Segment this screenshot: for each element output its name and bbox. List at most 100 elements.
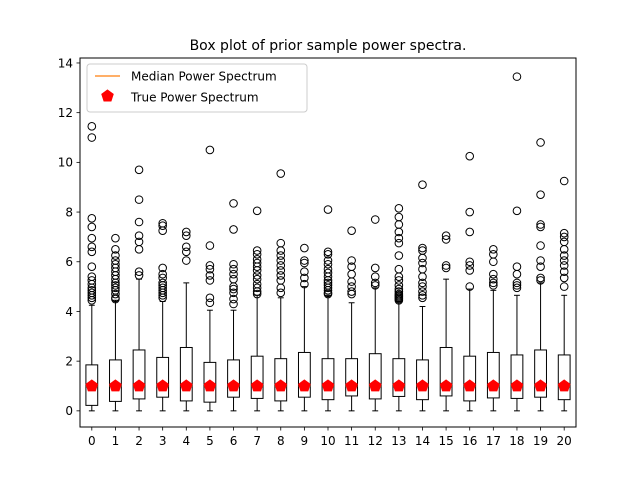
flier-point <box>111 256 120 265</box>
flier-point <box>87 288 97 298</box>
flier-point <box>418 282 427 291</box>
box-iqr <box>416 359 429 401</box>
box-group-6 <box>227 199 240 412</box>
legend-true-marker <box>101 89 114 102</box>
flier-point <box>347 226 356 235</box>
flier-point <box>181 247 191 257</box>
y-tick-label: 2 <box>65 354 73 368</box>
flier-point <box>229 225 238 234</box>
flier-point <box>559 251 569 260</box>
flier-point <box>323 256 333 265</box>
true-spectrum-marker <box>298 379 311 392</box>
box-iqr <box>368 353 382 400</box>
flier-point <box>489 278 498 288</box>
flier-point <box>323 278 333 288</box>
flier-point <box>229 274 238 284</box>
flier-point <box>441 261 451 270</box>
true-spectrum-marker <box>487 379 500 392</box>
box-iqr <box>109 359 122 402</box>
x-tick-label: 18 <box>509 434 524 448</box>
box-iqr <box>510 354 524 399</box>
flier-point <box>229 299 238 309</box>
x-tick-label: 20 <box>557 434 572 448</box>
flier-point <box>252 283 262 293</box>
flier-point <box>418 246 427 255</box>
box-iqr <box>534 349 547 398</box>
box-iqr <box>179 346 193 402</box>
flier-point <box>418 243 427 253</box>
x-tick-label: 16 <box>462 434 477 448</box>
true-spectrum-marker <box>227 379 240 392</box>
flier-point <box>465 261 475 270</box>
flier-point <box>134 217 144 227</box>
flier-point <box>536 273 545 283</box>
x-tick-label: 11 <box>344 434 359 448</box>
box-iqr <box>345 358 359 397</box>
flier-point <box>111 245 120 254</box>
flier-point <box>465 282 475 291</box>
flier-point <box>205 293 215 303</box>
flier-point <box>158 221 167 231</box>
flier-point <box>134 267 144 276</box>
flier-point <box>205 145 215 155</box>
true-spectrum-marker <box>439 379 453 392</box>
x-tick-label: 1 <box>112 434 120 448</box>
box-group-2 <box>132 165 146 412</box>
flier-point <box>323 281 333 290</box>
box-iqr <box>439 346 453 397</box>
true-spectrum-marker <box>179 379 193 392</box>
flier-point <box>394 281 404 290</box>
flier-point <box>87 133 97 142</box>
box-group-3 <box>156 218 170 412</box>
flier-point <box>418 258 427 268</box>
box-iqr <box>250 355 264 399</box>
flier-point <box>465 151 475 161</box>
true-spectrum-marker <box>345 379 358 392</box>
flier-point <box>252 274 262 284</box>
flier-point <box>205 271 215 280</box>
flier-point <box>205 261 215 270</box>
flier-point <box>205 298 215 308</box>
flier-point <box>489 274 498 284</box>
flier-point <box>205 241 215 250</box>
legend-frame <box>86 63 308 113</box>
flier-point <box>465 266 475 275</box>
flier-point <box>489 245 498 254</box>
flier-point <box>111 281 120 290</box>
x-tick-label: 13 <box>391 434 406 448</box>
box-iqr <box>274 358 288 402</box>
box-iqr <box>227 359 240 398</box>
x-tick-label: 14 <box>415 434 430 448</box>
flier-point <box>276 238 286 248</box>
true-spectrum-marker <box>109 379 122 392</box>
flier-point <box>158 278 167 288</box>
flier-point <box>536 222 545 232</box>
flier-point <box>394 287 404 296</box>
box-iqr <box>321 358 335 401</box>
flier-point <box>559 261 569 270</box>
flier-point <box>158 283 167 293</box>
box-group-7 <box>250 206 264 412</box>
true-spectrum-marker <box>557 379 571 392</box>
flier-point <box>394 238 404 248</box>
flier-point <box>300 258 309 268</box>
flier-point <box>276 256 286 265</box>
flier-point <box>276 271 286 280</box>
flier-point <box>370 281 380 290</box>
true-spectrum-marker <box>534 379 547 392</box>
x-tick-label: 10 <box>320 434 335 448</box>
box-iqr <box>132 349 146 400</box>
flier-point <box>229 199 238 208</box>
box-group-9 <box>297 243 311 412</box>
flier-point <box>252 206 262 216</box>
x-tick-label: 5 <box>206 434 214 448</box>
legend: Median Power Spectrum True Power Spectru… <box>86 63 308 113</box>
flier-point <box>559 237 569 247</box>
flier-point <box>418 264 427 274</box>
true-spectrum-marker <box>392 379 406 392</box>
flier-point <box>394 233 404 243</box>
flier-point <box>276 169 286 178</box>
y-tick-label: 14 <box>58 56 73 70</box>
flier-point <box>323 259 333 269</box>
x-tick-label: 4 <box>182 434 190 448</box>
